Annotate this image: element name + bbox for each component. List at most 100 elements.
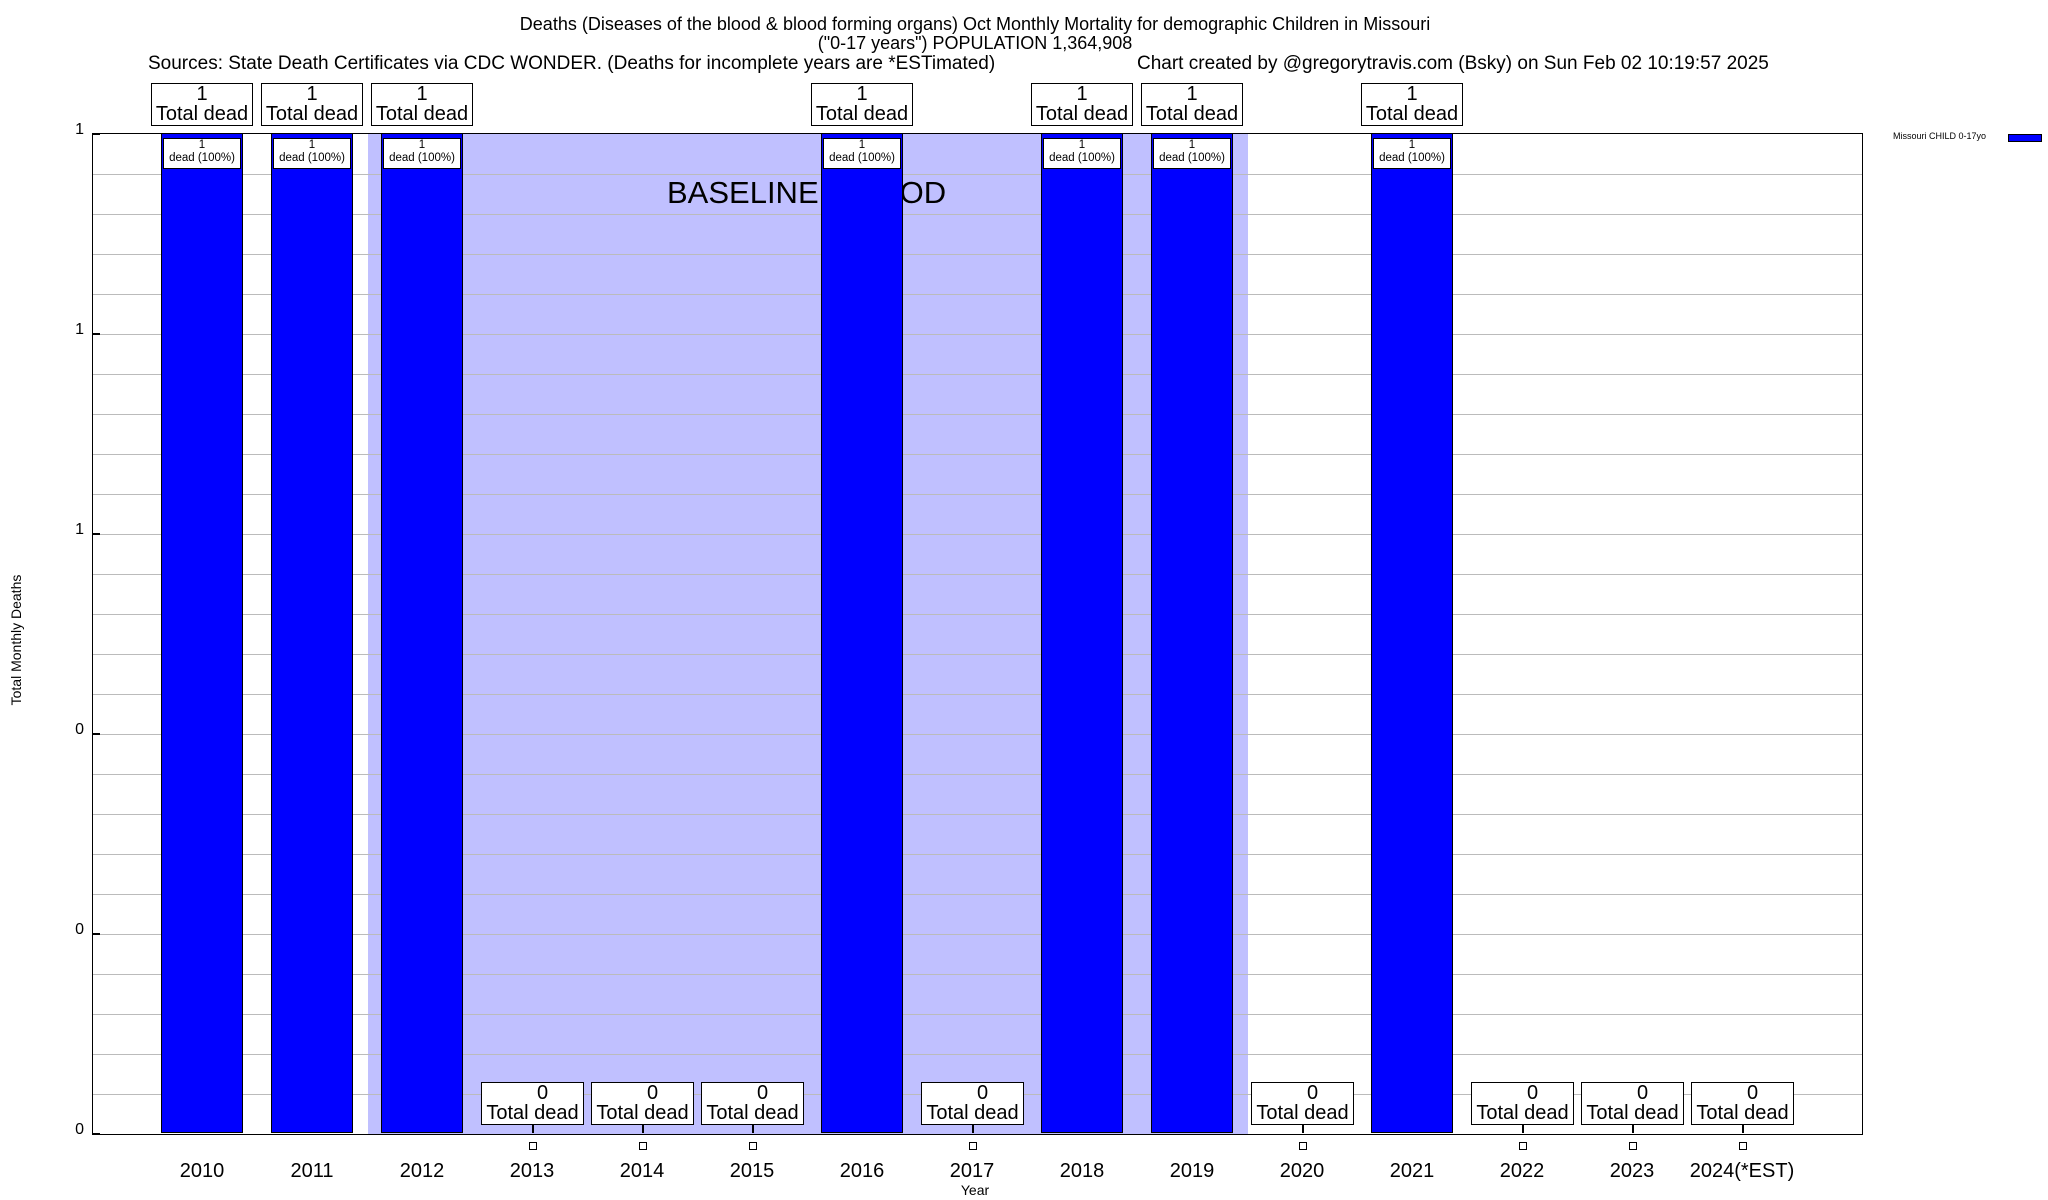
- bar-pct: dead (100%): [1049, 152, 1115, 165]
- total-value: 0: [756, 1082, 769, 1104]
- x-tick-label: 2011: [290, 1160, 334, 1182]
- bar-value-label: 1 dead (100%): [273, 138, 351, 169]
- bar-value-label: 1 dead (100%): [383, 138, 461, 169]
- chart-title: Deaths (Diseases of the blood & blood fo…: [519, 14, 1431, 34]
- total-text: Total dead: [486, 1102, 579, 1124]
- x-tick-label: 2014: [619, 1160, 665, 1182]
- x-tick-label: 2016: [839, 1160, 885, 1182]
- total-label: 1 Total dead: [1031, 83, 1133, 126]
- y-tick: [92, 1133, 100, 1135]
- gridline: [93, 374, 1862, 375]
- total-value: 0: [1306, 1082, 1319, 1104]
- bar-pct: dead (100%): [829, 152, 895, 165]
- bar-value: 1: [418, 139, 426, 151]
- bar-value-label: 1 dead (100%): [1373, 138, 1451, 169]
- chart-credit: Chart created by @gregorytravis.com (Bsk…: [1137, 53, 1769, 74]
- x-tick: [1632, 1125, 1634, 1133]
- total-text: Total dead: [1365, 103, 1459, 125]
- total-label: 0 Total dead: [1581, 1082, 1684, 1125]
- x-tick: [1302, 1125, 1304, 1133]
- gridline: [93, 414, 1862, 415]
- total-text: Total dead: [1696, 1102, 1789, 1124]
- y-tick-label: 1: [75, 121, 84, 138]
- total-label: 1 Total dead: [371, 83, 473, 126]
- total-value: 1: [196, 83, 208, 105]
- total-value: 0: [536, 1082, 549, 1104]
- y-tick-label: 1: [75, 321, 84, 338]
- total-value: 1: [416, 83, 428, 105]
- x-tick-label: 2024(*EST): [1689, 1160, 1795, 1182]
- x-tick-label: 2012: [399, 1160, 445, 1182]
- gridline: [93, 334, 1862, 335]
- chart-sources: Sources: State Death Certificates via CD…: [148, 53, 996, 74]
- total-label: 0 Total dead: [1471, 1082, 1574, 1125]
- total-label: 0 Total dead: [1251, 1082, 1354, 1125]
- bar-value: 1: [1408, 139, 1416, 151]
- total-text: Total dead: [1476, 1102, 1569, 1124]
- y-tick: [92, 533, 100, 535]
- total-label: 1 Total dead: [151, 83, 253, 126]
- gridline: [93, 814, 1862, 815]
- x-tick: [1742, 1125, 1744, 1133]
- bar-value-label: 1 dead (100%): [163, 138, 241, 169]
- x-tick-label: 2020: [1279, 1160, 1325, 1182]
- zero-marker: [529, 1142, 537, 1150]
- x-tick-label: 2019: [1169, 1160, 1215, 1182]
- y-tick: [92, 333, 100, 335]
- bar-value-label: 1 dead (100%): [1043, 138, 1121, 169]
- total-value: 0: [976, 1082, 989, 1104]
- total-text: Total dead: [815, 103, 909, 125]
- gridline: [93, 694, 1862, 695]
- total-text: Total dead: [1586, 1102, 1679, 1124]
- y-tick: [92, 133, 100, 135]
- x-tick-label: 2015: [729, 1160, 775, 1182]
- gridline: [93, 654, 1862, 655]
- bar-pct: dead (100%): [1379, 152, 1445, 165]
- x-tick: [642, 1125, 644, 1133]
- x-tick: [752, 1125, 754, 1133]
- x-tick-label: 2013: [509, 1160, 555, 1182]
- bar: [821, 133, 903, 1133]
- total-value: 0: [1526, 1082, 1539, 1104]
- bar-value: 1: [858, 139, 866, 151]
- total-value: 0: [1636, 1082, 1649, 1104]
- total-value: 1: [1076, 83, 1088, 105]
- gridline: [93, 774, 1862, 775]
- y-tick-label: 0: [75, 921, 84, 938]
- bar: [161, 133, 243, 1133]
- bar-value: 1: [1078, 139, 1086, 151]
- total-value: 0: [646, 1082, 659, 1104]
- gridline: [93, 214, 1862, 215]
- total-text: Total dead: [596, 1102, 689, 1124]
- bar-pct: dead (100%): [169, 152, 235, 165]
- total-label: 1 Total dead: [261, 83, 363, 126]
- legend-label: Missouri CHILD 0-17yo: [1893, 131, 1987, 141]
- bar-value: 1: [308, 139, 316, 151]
- y-tick-label: 1: [75, 521, 84, 538]
- total-label: 0 Total dead: [591, 1082, 694, 1125]
- total-value: 1: [1406, 83, 1418, 105]
- baseline-label: BASELINE PERIOD: [667, 175, 947, 210]
- x-tick: [1522, 1125, 1524, 1133]
- total-text: Total dead: [375, 103, 469, 125]
- total-value: 0: [1746, 1082, 1759, 1104]
- bar-value: 1: [1188, 139, 1196, 151]
- zero-marker: [639, 1142, 647, 1150]
- y-tick: [92, 733, 100, 735]
- gridline: [93, 894, 1862, 895]
- gridline: [93, 1014, 1862, 1015]
- total-text: Total dead: [1035, 103, 1129, 125]
- total-text: Total dead: [155, 103, 249, 125]
- legend-swatch: [2008, 134, 2042, 142]
- total-text: Total dead: [706, 1102, 799, 1124]
- bar-pct: dead (100%): [389, 152, 455, 165]
- zero-marker: [1629, 1142, 1637, 1150]
- x-tick: [972, 1125, 974, 1133]
- zero-marker: [1299, 1142, 1307, 1150]
- gridline: [93, 574, 1862, 575]
- total-label: 0 Total dead: [481, 1082, 584, 1125]
- bar-pct: dead (100%): [1159, 152, 1225, 165]
- zero-marker: [969, 1142, 977, 1150]
- total-text: Total dead: [926, 1102, 1019, 1124]
